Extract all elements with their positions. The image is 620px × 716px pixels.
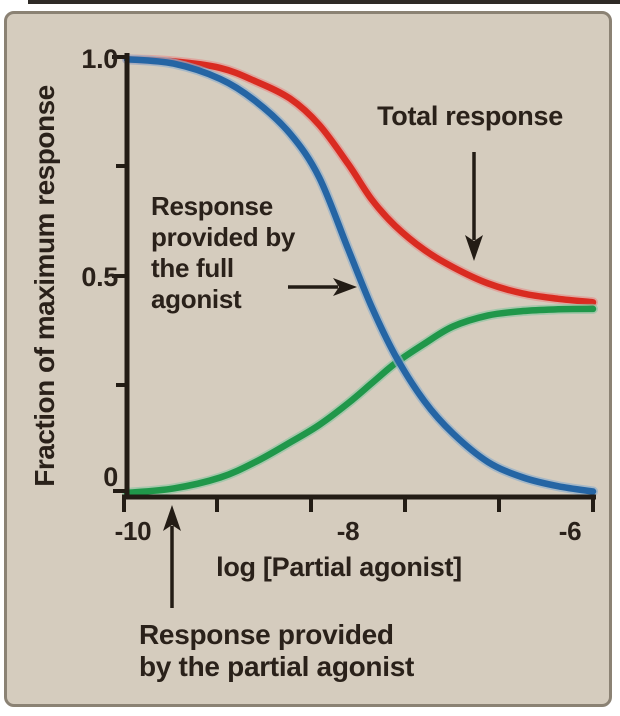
x-tick-label--8: -8 [336, 516, 360, 546]
x-axis-title: log [Partial agonist] [216, 552, 462, 582]
total-response-arrow [465, 152, 483, 261]
x-tick-label--6: -6 [558, 516, 582, 546]
partial-agonist-label: Response provided by the partial agonist [139, 619, 414, 682]
curves [122, 54, 598, 498]
y-ticks [112, 55, 127, 493]
curve-total-response [123, 55, 597, 306]
partial-agonist-arrow [163, 505, 181, 608]
y-tick-label-1.0: 1.0 [81, 44, 118, 74]
x-tick-label--10: -10 [114, 516, 152, 546]
y-axis-title: Fraction of maximum response [29, 85, 60, 487]
y-tick-label-0.5: 0.5 [81, 262, 118, 292]
curve-response-provided-by-the-partial-agonist [123, 305, 597, 497]
y-tick-label-0: 0 [103, 462, 118, 492]
full-agonist-label: Response provided by the full agonist [151, 191, 296, 314]
chart-panel [4, 11, 612, 707]
top-edge-bar [28, 0, 620, 4]
curve-response-provided-by-the-full-agonist [123, 55, 597, 495]
full-agonist-arrow [288, 278, 357, 296]
total-response-label: Total response [377, 101, 563, 131]
x-ticks [122, 497, 595, 512]
curve-halo [122, 303, 598, 498]
